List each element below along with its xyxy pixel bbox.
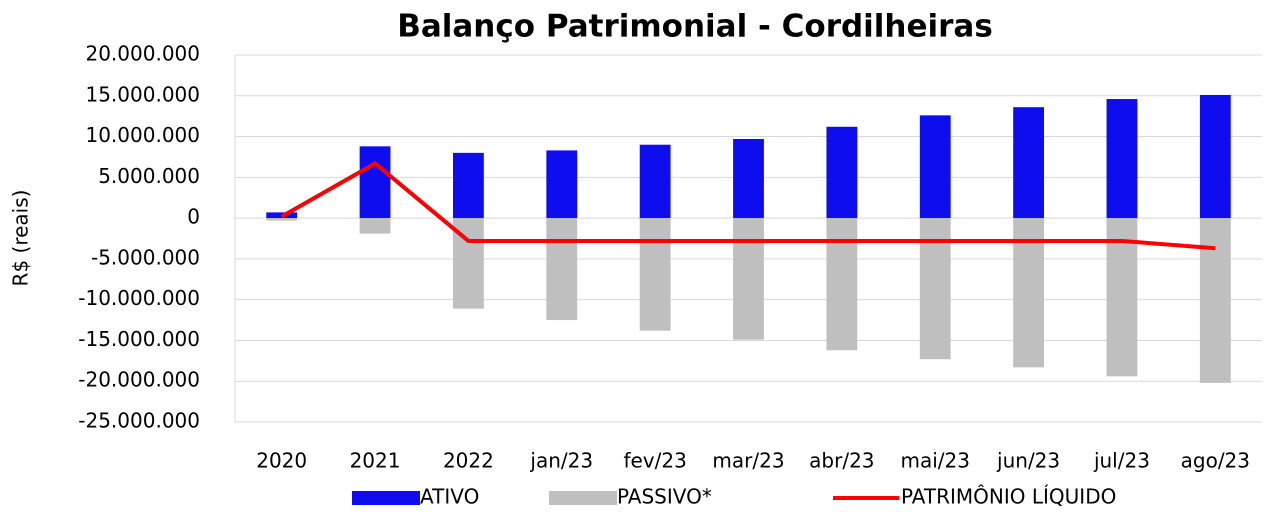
- chart-title: Balanço Patrimonial - Cordilheiras: [397, 9, 993, 45]
- y-tick-label: -25.000.000: [78, 409, 200, 433]
- x-tick-label: 2022: [443, 449, 494, 473]
- bar: [1106, 99, 1138, 219]
- y-tick-label: -10.000.000: [78, 286, 200, 310]
- y-tick-label: -15.000.000: [78, 327, 200, 351]
- bar: [1199, 94, 1231, 219]
- x-tick-label: mar/23: [712, 449, 784, 473]
- x-tick-label: fev/23: [623, 449, 686, 473]
- x-tick-label: jul/23: [1093, 449, 1150, 473]
- x-tick-label: abr/23: [809, 449, 874, 473]
- legend-label: PASSIVO*: [617, 485, 712, 509]
- y-tick-label: 0: [187, 205, 200, 229]
- bar: [826, 126, 858, 219]
- bar: [733, 139, 764, 219]
- bar: [639, 218, 671, 331]
- x-tick-label: mai/23: [900, 449, 969, 473]
- legend-label: PATRIMÔNIO LÍQUIDO: [901, 485, 1116, 509]
- legend-label: ATIVO: [420, 485, 479, 509]
- bar: [919, 115, 951, 219]
- legend-swatch: [549, 491, 617, 505]
- y-tick-label: -20.000.000: [78, 368, 200, 392]
- x-tick-label: 2021: [350, 449, 401, 473]
- y-tick-label: 15.000.000: [85, 82, 200, 106]
- y-axis-label: R$ (reais): [9, 190, 33, 287]
- y-tick-label: -5.000.000: [91, 245, 200, 269]
- bar: [359, 146, 391, 219]
- bar: [1013, 218, 1044, 368]
- x-tick-label: 2020: [256, 449, 307, 473]
- x-tick-label: jan/23: [529, 449, 593, 473]
- bar: [266, 218, 298, 221]
- bar: [826, 218, 858, 351]
- bar: [1106, 218, 1138, 377]
- bar: [546, 150, 578, 219]
- line: [280, 161, 1216, 251]
- bar: [639, 144, 671, 219]
- y-tick-label: 5.000.000: [98, 164, 200, 188]
- bar: [1199, 218, 1231, 383]
- bar: [453, 152, 484, 219]
- x-tick-label: jun/23: [996, 449, 1060, 473]
- y-tick-label: 20.000.000: [85, 42, 200, 66]
- bar: [359, 218, 391, 234]
- x-tick-label: ago/23: [1181, 449, 1250, 473]
- y-tick-label: 10.000.000: [85, 123, 200, 147]
- bar: [733, 218, 764, 340]
- bar: [546, 218, 578, 321]
- legend-swatch: [352, 491, 420, 505]
- bar: [1013, 107, 1044, 219]
